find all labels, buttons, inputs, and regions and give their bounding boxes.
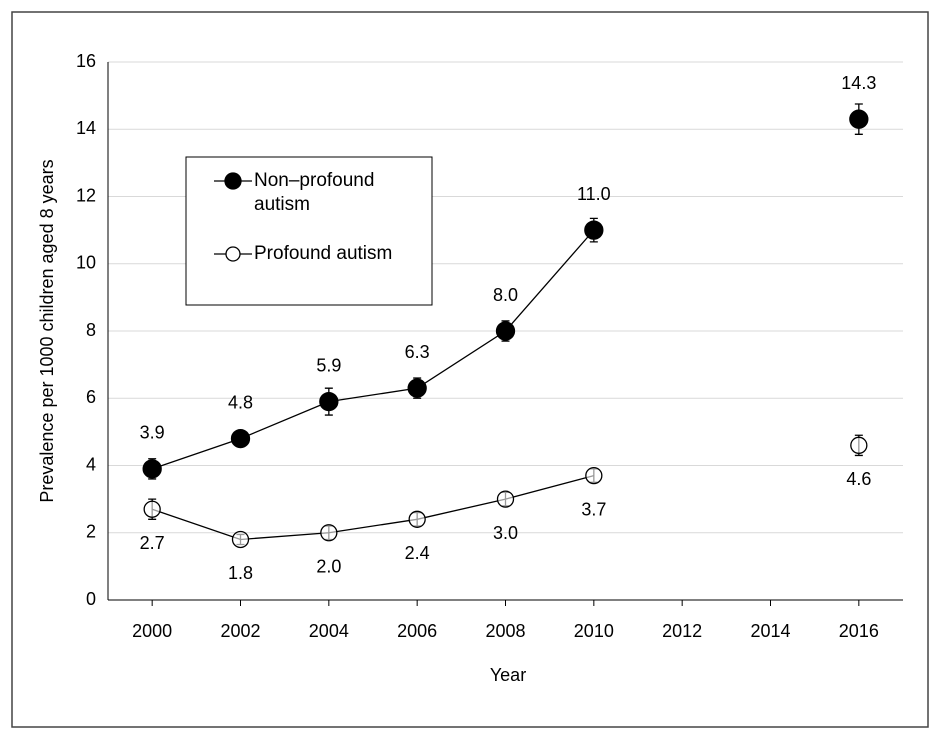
marker <box>584 220 604 240</box>
marker <box>495 321 516 341</box>
x-tick-label: 2002 <box>220 621 260 641</box>
y-tick-label: 6 <box>86 387 96 407</box>
marker <box>407 378 427 398</box>
marker <box>849 109 869 129</box>
legend-label: Non–profound autism <box>254 170 375 215</box>
data-label: 1.8 <box>228 563 253 583</box>
y-tick-label: 0 <box>86 589 96 609</box>
data-label: 4.6 <box>846 469 871 489</box>
marker <box>585 466 603 485</box>
x-tick-label: 2012 <box>662 621 702 641</box>
marker <box>143 500 161 518</box>
data-label: 3.0 <box>493 523 518 543</box>
marker <box>496 490 515 508</box>
data-label: 8.0 <box>493 285 518 305</box>
marker <box>850 436 868 454</box>
y-tick-label: 12 <box>76 185 96 205</box>
y-axis-title: Prevalence per 1000 children aged 8 year… <box>37 159 57 502</box>
x-tick-label: 2008 <box>485 621 525 641</box>
data-label: 14.3 <box>841 73 876 93</box>
marker <box>408 510 426 528</box>
grid: 0 2 4 6 8 10 12 14 16 2000 2002 2004 2006 2008 2010 201… <box>76 51 903 641</box>
x-tick-label: 2010 <box>574 621 614 641</box>
data-label: 2.7 <box>140 533 165 553</box>
x-tick-label: 2014 <box>750 621 790 641</box>
marker <box>142 459 162 479</box>
legend: Non–profound autism Profound autism <box>185 156 433 306</box>
marker <box>231 530 250 549</box>
data-label: 11.0 <box>577 184 611 204</box>
x-tick-label: 2004 <box>309 621 349 641</box>
marker <box>319 391 339 412</box>
x-tick-label: 2000 <box>132 621 172 641</box>
legend-marker <box>224 172 242 190</box>
y-tick-label: 16 <box>76 51 96 71</box>
data-label: 3.9 <box>140 423 165 443</box>
y-tick-label: 14 <box>76 118 96 138</box>
data-label: 2.0 <box>316 557 341 577</box>
x-tick-label: 2006 <box>397 621 437 641</box>
y-tick-label: 4 <box>86 454 96 474</box>
legend-label: Profound autism <box>254 243 393 264</box>
data-label: 6.3 <box>405 342 430 362</box>
data-label: 2.4 <box>405 543 430 563</box>
legend-marker <box>225 246 241 262</box>
y-tick-label: 8 <box>86 320 96 340</box>
marker <box>320 524 338 542</box>
frame <box>11 11 929 728</box>
y-tick-label: 2 <box>86 522 96 542</box>
x-axis-title: Year <box>490 665 526 685</box>
data-label: 4.8 <box>228 392 253 412</box>
data-label: 3.7 <box>581 499 606 519</box>
y-tick-label: 10 <box>76 253 96 273</box>
legend-entry: Non–profound autism <box>254 170 375 215</box>
x-tick-label: 2016 <box>839 621 879 641</box>
plot: 3.9 4.8 5.9 6.3 8.0 11.0 14.3 2.7 1.8 2.0 2.4 3.0 3.… <box>140 73 877 583</box>
marker <box>230 428 251 449</box>
data-label: 5.9 <box>316 355 341 375</box>
legend-entry: Profound autism <box>254 243 393 264</box>
